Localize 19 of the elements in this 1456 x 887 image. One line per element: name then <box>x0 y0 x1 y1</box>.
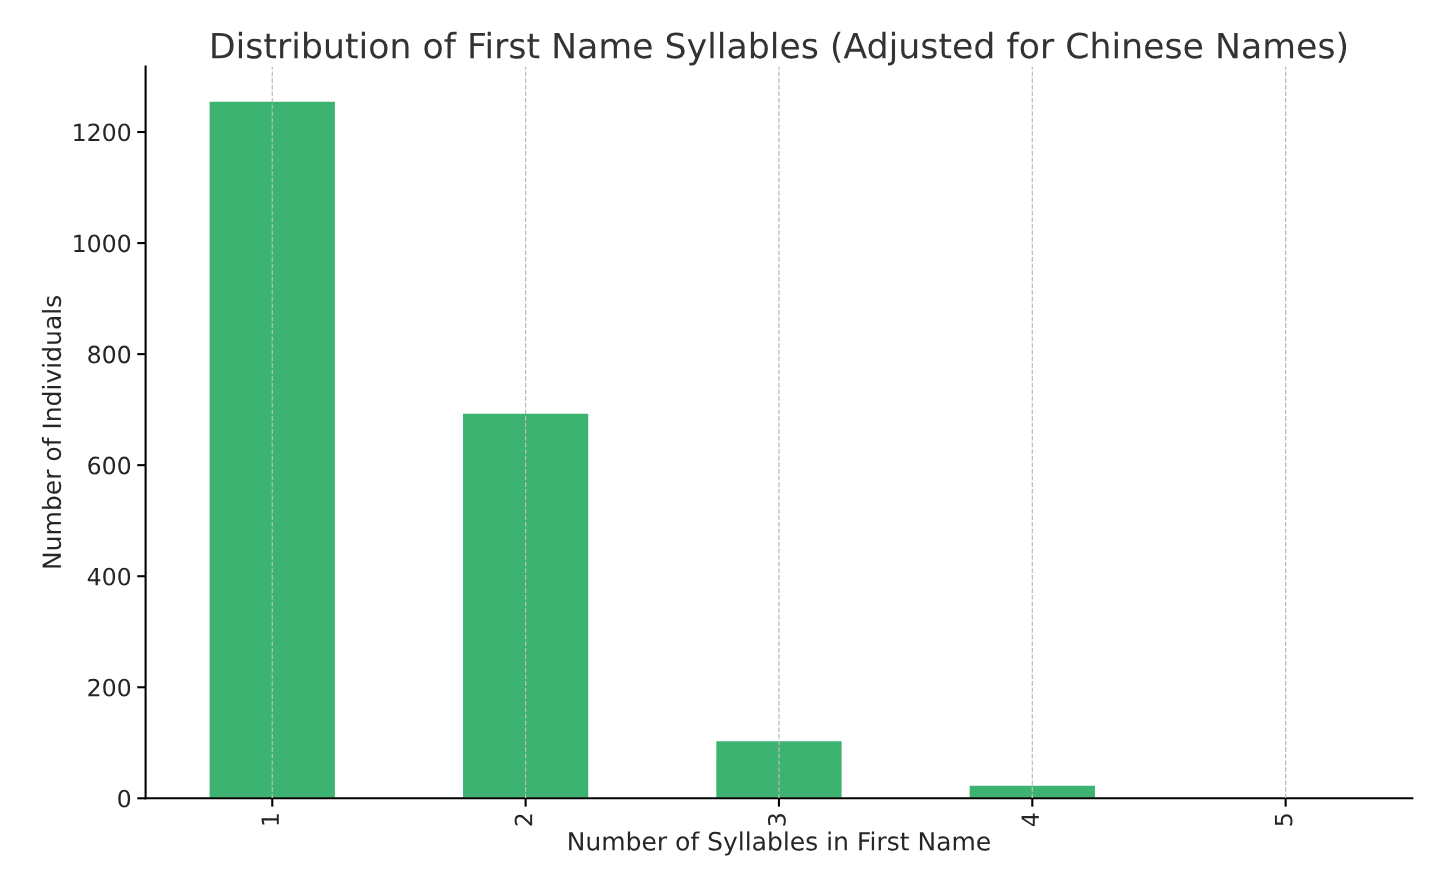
bar <box>208 100 337 799</box>
x-axis-title: Number of Syllables in First Name <box>569 831 990 856</box>
chart-title: Distribution of First Name Syllables (Adjusted for Chinese Names) <box>212 31 1347 66</box>
bar <box>714 739 843 799</box>
y-tick-label: 1200 <box>74 123 131 142</box>
x-tick-label: 3 <box>767 814 786 826</box>
y-tick-label: 0 <box>118 789 131 808</box>
y-tick-label: 400 <box>87 567 131 586</box>
bar <box>968 784 1097 799</box>
x-tick-label: 1 <box>261 814 279 825</box>
x-tick-label: 4 <box>1021 813 1039 827</box>
y-tick-label: 600 <box>88 456 131 475</box>
x-tick-label: 2 <box>514 814 533 826</box>
y-tick-label: 1000 <box>74 234 131 253</box>
bar <box>461 412 590 799</box>
y-axis-title: Number of Individuals <box>41 296 62 568</box>
y-tick-label: 800 <box>88 345 131 364</box>
y-tick-label: 200 <box>88 678 131 697</box>
x-tick-label: 5 <box>1274 814 1293 826</box>
